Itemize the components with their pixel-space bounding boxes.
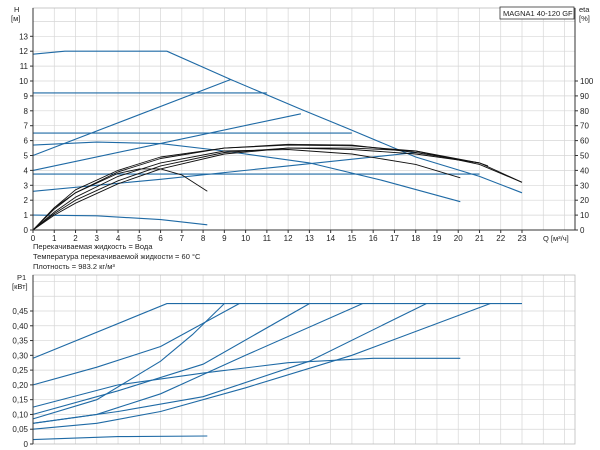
y-tick-label: 1	[24, 211, 29, 220]
y-tick-label: 0	[24, 226, 29, 235]
efficiency-curve	[32, 147, 489, 231]
power-curve	[32, 303, 522, 359]
power-curve	[32, 303, 225, 420]
head-curve	[32, 151, 416, 192]
head-curve	[32, 78, 231, 157]
x-tick-label: 18	[411, 234, 420, 243]
x-tick-label: 14	[326, 234, 335, 243]
efficiency-curve	[32, 168, 208, 231]
y-tick-label: 5	[24, 152, 29, 161]
x-tick-label: 13	[305, 234, 314, 243]
power-tick-label: 0,25	[12, 366, 28, 375]
y-tick-label: 9	[24, 92, 29, 101]
x-tick-label: 11	[263, 234, 272, 243]
y2-tick-label: 0	[580, 226, 585, 235]
power-tick-label: 0,15	[12, 396, 28, 405]
head-curve	[32, 214, 208, 226]
y2-tick-label: 30	[580, 181, 589, 190]
y-tick-label: 12	[19, 47, 28, 56]
note-density: Плотность = 983.2 кг/м³	[33, 262, 115, 271]
head-chart-curves	[32, 50, 523, 231]
note-fluid: Перекачиваемая жидкость = Вода	[33, 242, 153, 251]
y2-tick-label: 70	[580, 122, 589, 131]
y-tick-label: 7	[24, 122, 29, 131]
eta-axis-unit: [%]	[579, 14, 590, 23]
x-tick-label: 16	[369, 234, 378, 243]
power-tick-label: 0,45	[12, 307, 28, 316]
power-curve	[32, 435, 208, 441]
x-tick-label: 0	[31, 234, 36, 243]
x-tick-label: 6	[158, 234, 163, 243]
x-tick-label: 12	[284, 234, 293, 243]
y-tick-label: 2	[24, 196, 29, 205]
y2-tick-label: 100	[580, 77, 594, 86]
x-tick-label: 20	[454, 234, 463, 243]
x-tick-label: 7	[180, 234, 185, 243]
power-tick-label: 0,20	[12, 381, 28, 390]
power-curve	[32, 357, 461, 408]
x-tick-label: 10	[241, 234, 250, 243]
power-curve	[32, 303, 427, 424]
x-tick-label: 22	[496, 234, 505, 243]
x-tick-label: 15	[347, 234, 356, 243]
y2-tick-label: 20	[580, 196, 589, 205]
efficiency-curve	[32, 149, 461, 231]
power-tick-label: 0	[24, 440, 29, 449]
y2-tick-label: 60	[580, 137, 589, 146]
y-tick-label: 11	[20, 62, 29, 71]
power-tick-label: 0,30	[12, 351, 28, 360]
power-tick-label: 0,40	[12, 322, 28, 331]
x-tick-label: 2	[73, 234, 78, 243]
x-tick-label: 17	[390, 234, 399, 243]
x-tick-label: 3	[95, 234, 100, 243]
power-tick-label: 0,05	[12, 425, 28, 434]
y-tick-label: 6	[24, 137, 29, 146]
power-curve	[32, 303, 240, 386]
y-tick-label: 10	[19, 77, 28, 86]
power-curve	[32, 303, 310, 415]
x-tick-label: 4	[116, 234, 121, 243]
power-tick-label: 0,10	[12, 410, 28, 419]
eta-axis-label: eta	[579, 5, 590, 14]
x-tick-label: 21	[475, 234, 484, 243]
head-curve	[32, 50, 523, 194]
flow-axis-label: Q [м³/ч]	[543, 234, 569, 243]
head-chart-frame	[32, 7, 576, 231]
efficiency-curve	[32, 143, 523, 231]
y2-tick-label: 90	[580, 92, 589, 101]
model-label: MAGNA1 40-120 GF	[503, 9, 573, 18]
y2-tick-label: 50	[580, 152, 589, 161]
power-chart-curves	[32, 303, 522, 441]
y-tick-label: 4	[24, 166, 29, 175]
x-tick-label: 1	[52, 234, 57, 243]
power-chart-grid	[32, 274, 576, 445]
x-tick-label: 5	[137, 234, 142, 243]
axes: 0 1 2 3 4 5 6 7 8 9 10 11 12 13 14 15 16 17 18 19 20 21 22 2301…	[12, 8, 594, 449]
y-tick-label: 8	[24, 107, 29, 116]
y-tick-label: 3	[24, 181, 29, 190]
power-curve	[32, 303, 491, 430]
head-chart-grid	[32, 7, 576, 231]
power-axis-unit: [кВт]	[12, 282, 28, 291]
power-axis-label: P1	[17, 273, 26, 282]
x-tick-label: 19	[433, 234, 442, 243]
note-temperature: Температура перекачиваемой жидкости = 60…	[33, 252, 201, 261]
y2-tick-label: 40	[580, 166, 589, 175]
power-tick-label: 0,35	[12, 337, 28, 346]
y2-tick-label: 10	[580, 211, 589, 220]
head-curve	[32, 113, 302, 171]
head-axis-unit: [м]	[11, 14, 20, 23]
efficiency-curve	[32, 147, 480, 231]
power-curve	[32, 303, 363, 424]
y2-tick-label: 80	[580, 107, 589, 116]
head-axis-label: H	[14, 5, 19, 14]
x-tick-label: 9	[222, 234, 227, 243]
x-tick-label: 23	[518, 234, 527, 243]
y-tick-label: 13	[19, 32, 28, 41]
x-tick-label: 8	[201, 234, 206, 243]
model-label-box	[499, 6, 575, 20]
power-chart-frame	[32, 274, 576, 445]
